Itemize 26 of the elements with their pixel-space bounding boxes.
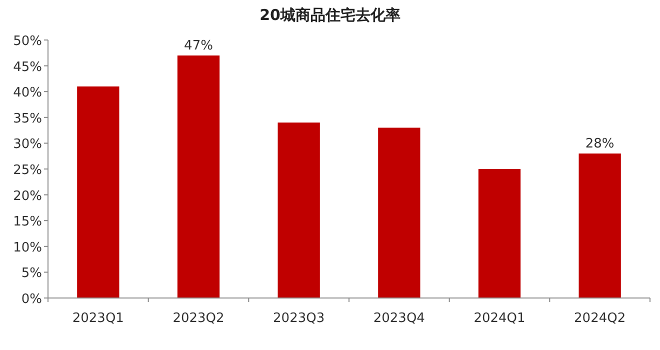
y-tick-label: 10% bbox=[13, 240, 42, 256]
data-label: 28% bbox=[585, 136, 614, 152]
y-tick-label: 5% bbox=[21, 266, 42, 282]
y-tick-label: 40% bbox=[13, 86, 42, 101]
y-tick-label: 35% bbox=[13, 111, 42, 126]
bar bbox=[177, 55, 220, 298]
x-tick-label: 2023Q4 bbox=[373, 311, 425, 326]
y-tick-label: 0% bbox=[21, 292, 42, 307]
x-tick-label: 2024Q1 bbox=[474, 311, 526, 326]
y-tick-label: 15% bbox=[13, 214, 42, 230]
x-tick-label: 2023Q3 bbox=[273, 311, 325, 326]
bar bbox=[77, 86, 120, 298]
bar bbox=[578, 154, 621, 298]
y-tick-label: 45% bbox=[13, 60, 42, 75]
y-tick-label: 25% bbox=[13, 163, 42, 178]
y-tick-label: 50% bbox=[13, 34, 42, 49]
y-tick-label: 20% bbox=[13, 188, 42, 204]
chart-title: 20城商品住宅去化率 bbox=[260, 6, 400, 24]
x-tick-label: 2024Q2 bbox=[574, 311, 626, 326]
x-tick-label: 2023Q2 bbox=[172, 311, 224, 326]
y-tick-label: 30% bbox=[13, 137, 42, 152]
data-label: 47% bbox=[184, 38, 213, 54]
bar bbox=[478, 169, 521, 298]
bar bbox=[278, 122, 320, 298]
x-tick-label: 2023Q1 bbox=[72, 311, 124, 326]
bar bbox=[378, 128, 420, 298]
